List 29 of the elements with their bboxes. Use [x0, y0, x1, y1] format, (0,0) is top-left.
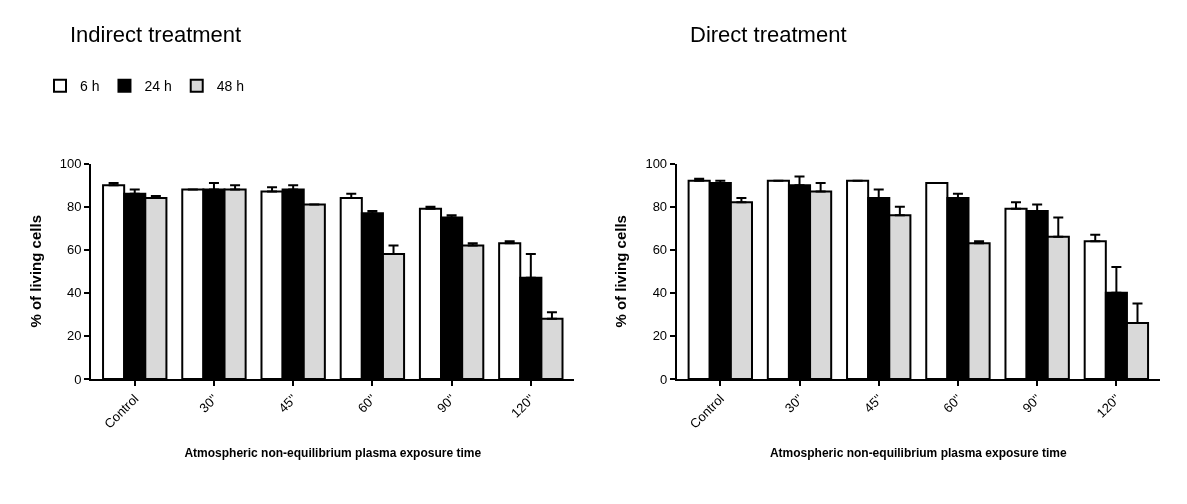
y-tick-label: 0 — [74, 371, 82, 387]
legend-label: 48 h — [216, 78, 244, 95]
chart-title: Indirect treatment — [70, 22, 242, 47]
y-tick-label: 80 — [652, 199, 668, 215]
x-axis-title: Atmospheric non-equilibrium plasma exposure time — [184, 445, 482, 460]
x-tick-label: 90'' — [433, 391, 459, 416]
y-tick-label: 60 — [67, 242, 82, 258]
y-axis-title: % of living cells — [26, 215, 44, 328]
x-tick-label: 60'' — [940, 391, 965, 416]
x-tick-label: 45'' — [861, 391, 886, 416]
legend-label: 24 h — [144, 78, 172, 95]
x-tick-label: 30'' — [781, 391, 807, 416]
y-tick-label: 40 — [652, 285, 668, 301]
y-axis-title: % of living cells — [612, 215, 630, 328]
y-tick-label: 80 — [67, 199, 82, 215]
x-tick-label: 30'' — [196, 391, 221, 416]
chart-title: Direct treatment — [690, 22, 847, 47]
legend-label: 6 h — [80, 78, 100, 95]
x-tick-label: 60'' — [354, 391, 380, 416]
y-tick-label: 40 — [67, 285, 82, 301]
y-tick-label: 20 — [67, 328, 82, 344]
x-tick-label: 45'' — [275, 391, 300, 416]
x-axis-title: Atmospheric non-equilibrium plasma exposure time — [769, 445, 1068, 460]
y-tick-label: 100 — [59, 156, 82, 172]
y-tick-label: 60 — [652, 242, 668, 258]
y-tick-label: 0 — [659, 371, 668, 387]
x-tick-label: 90'' — [1019, 391, 1044, 416]
y-tick-label: 20 — [652, 328, 668, 344]
y-tick-label: 100 — [645, 156, 668, 172]
